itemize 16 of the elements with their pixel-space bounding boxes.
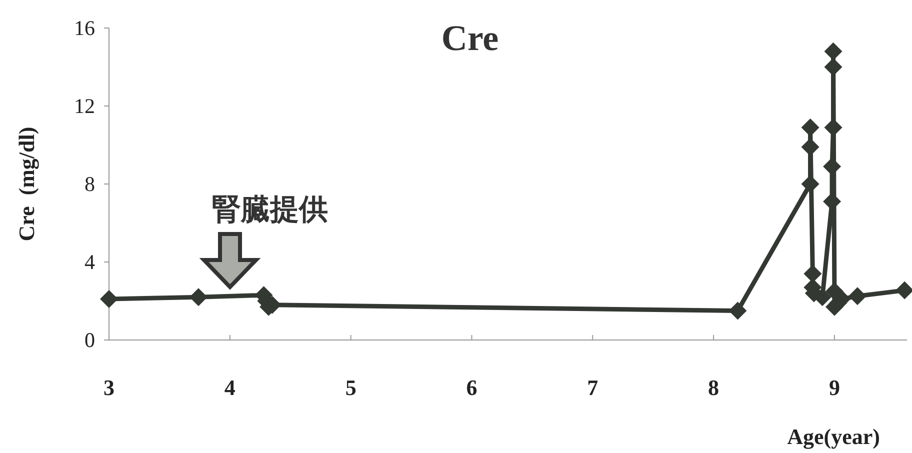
y-tick-label: 12 (74, 94, 95, 118)
y-tick-label: 4 (84, 250, 96, 274)
y-tick-label: 8 (84, 172, 95, 196)
x-tick-label: 3 (104, 375, 114, 400)
x-axis-title: Age(year) (787, 424, 880, 449)
x-tick-label: 9 (828, 375, 840, 400)
y-axis-title: Cre (mg/dl) (14, 126, 39, 242)
chart-title: Cre (441, 18, 499, 58)
x-tick-label: 8 (708, 375, 720, 400)
y-tick-label: 16 (74, 16, 95, 40)
x-tick-label: 7 (587, 375, 598, 400)
x-tick-label: 4 (224, 375, 236, 400)
y-tick-label: 0 (84, 328, 95, 352)
x-tick-label: 6 (466, 375, 478, 400)
annotation: 腎臓提供 (212, 192, 328, 226)
x-tick-label: 5 (345, 375, 356, 400)
